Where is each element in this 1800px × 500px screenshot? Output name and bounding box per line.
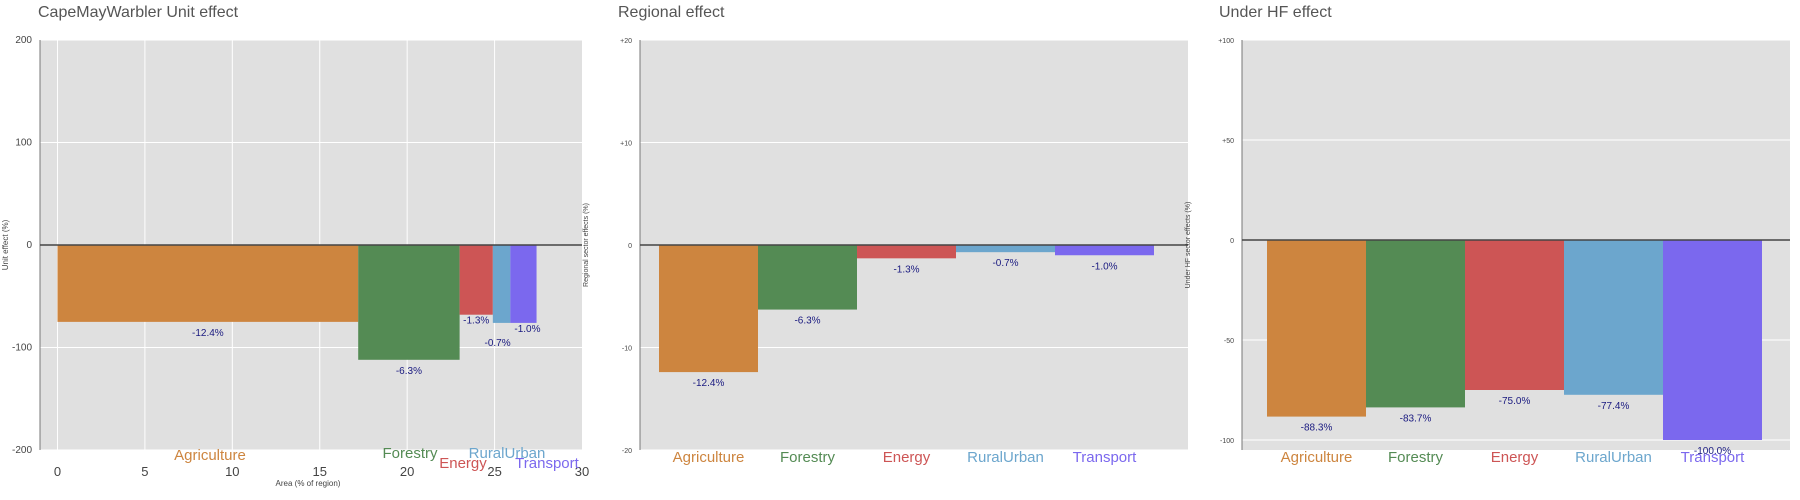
x-tick-label: 5	[141, 464, 148, 479]
y-tick-label: -50	[1224, 338, 1234, 345]
bar-transport	[1663, 240, 1762, 440]
unit-effect-panel: CapeMayWarbler Unit effect -200 -100 0 100 2…	[0, 0, 600, 500]
y-axis-title: Unit effect (%)	[1, 219, 10, 270]
bar-ruralurban	[956, 245, 1055, 253]
y-tick-label: +50	[1222, 138, 1234, 145]
y-tick-label: +10	[620, 141, 632, 148]
data-label: -6.3%	[794, 316, 820, 327]
y-tick-label: -20	[622, 448, 632, 455]
y-tick-label: 200	[15, 35, 32, 46]
under-hf-effect-chart: -100 -50 0 +50 +100 Under HF sector effects (…	[1185, 38, 1790, 466]
bar-agriculture	[1267, 240, 1366, 417]
bar-energy	[1465, 240, 1564, 390]
data-label: -1.0%	[514, 324, 540, 335]
category-label: RuralUrban	[469, 445, 546, 462]
category-label: Forestry	[382, 445, 438, 462]
y-axis-title: Regional sector effects (%)	[583, 203, 590, 287]
bar-transport	[1055, 245, 1154, 256]
y-axis-title: Under HF sector effects (%)	[1185, 202, 1192, 289]
x-tick-label: 0	[54, 464, 61, 479]
category-label: Energy	[1491, 449, 1539, 466]
y-tick-label: -10	[622, 346, 632, 353]
bar-energy	[857, 245, 956, 259]
x-tick-label: 20	[400, 464, 414, 479]
x-tick-label: 10	[225, 464, 239, 479]
data-label: -1.3%	[893, 264, 919, 275]
data-label: -1.3%	[463, 316, 489, 327]
y-tick-label: 0	[1230, 238, 1234, 245]
y-tick-label: 0	[628, 243, 632, 250]
data-label: -88.3%	[1301, 423, 1333, 434]
category-label: Transport	[515, 455, 579, 472]
y-tick-label: -200	[12, 445, 32, 456]
category-label: Agriculture	[1281, 449, 1353, 466]
chart-title: Under HF effect	[1219, 4, 1332, 21]
y-tick-label: +20	[620, 38, 632, 45]
chart-title: CapeMayWarbler Unit effect	[38, 4, 239, 21]
y-tick-label: +100	[1218, 38, 1234, 45]
category-label: Forestry	[780, 449, 836, 466]
category-label: Energy	[439, 455, 487, 472]
y-tick-label: -100	[12, 343, 32, 354]
y-tick-label: 100	[15, 138, 32, 149]
category-label: Forestry	[1388, 449, 1444, 466]
regional-effect-chart: -20 -10 0 +10 +20 Regional sector effects (%)…	[583, 38, 1188, 466]
data-label: -77.4%	[1598, 401, 1630, 412]
data-label: -100.0%	[1694, 446, 1731, 457]
bar-forestry	[358, 245, 460, 360]
category-label: Agriculture	[673, 449, 745, 466]
y-tick-label: 0	[26, 240, 32, 251]
x-tick-label: 15	[313, 464, 327, 479]
x-tick-label: 25	[487, 464, 501, 479]
data-label: -0.7%	[992, 258, 1018, 269]
bar-transport	[510, 245, 537, 323]
category-label: RuralUrban	[1575, 449, 1652, 466]
x-axis-title: Area (% of region)	[276, 479, 341, 488]
data-label: -12.4%	[192, 328, 224, 339]
bar-energy	[459, 245, 493, 315]
data-label: -1.0%	[1091, 261, 1117, 272]
category-label: Energy	[883, 449, 931, 466]
category-label: Transport	[1681, 449, 1745, 466]
x-tick-label: 30	[575, 464, 589, 479]
data-label: -83.7%	[1400, 413, 1432, 424]
data-label: -0.7%	[485, 338, 511, 349]
category-label: Agriculture	[174, 447, 246, 464]
y-tick-label: -100	[1220, 438, 1234, 445]
unit-effect-chart: -200 -100 0 100 200 Unit effect (%) 0 5 10 15 20 25…	[1, 35, 589, 488]
category-label: Transport	[1073, 449, 1137, 466]
bar-ruralurban	[1564, 240, 1663, 395]
bar-agriculture	[57, 245, 359, 322]
bar-agriculture	[659, 245, 758, 373]
data-label: -6.3%	[396, 366, 422, 377]
regional-effect-panel: Regional effect -20 -10 0 +10 +20 Regional se…	[583, 0, 1200, 500]
bar-ruralurban	[492, 245, 511, 323]
data-label: -75.0%	[1499, 396, 1531, 407]
data-label: -12.4%	[693, 378, 725, 389]
bar-forestry	[1366, 240, 1465, 408]
category-label: RuralUrban	[967, 449, 1044, 466]
under-hf-effect-panel: Under HF effect -100 -50 0 +50 +100 Under HF …	[1185, 0, 1800, 500]
bar-forestry	[758, 245, 857, 310]
chart-title: Regional effect	[618, 4, 725, 21]
